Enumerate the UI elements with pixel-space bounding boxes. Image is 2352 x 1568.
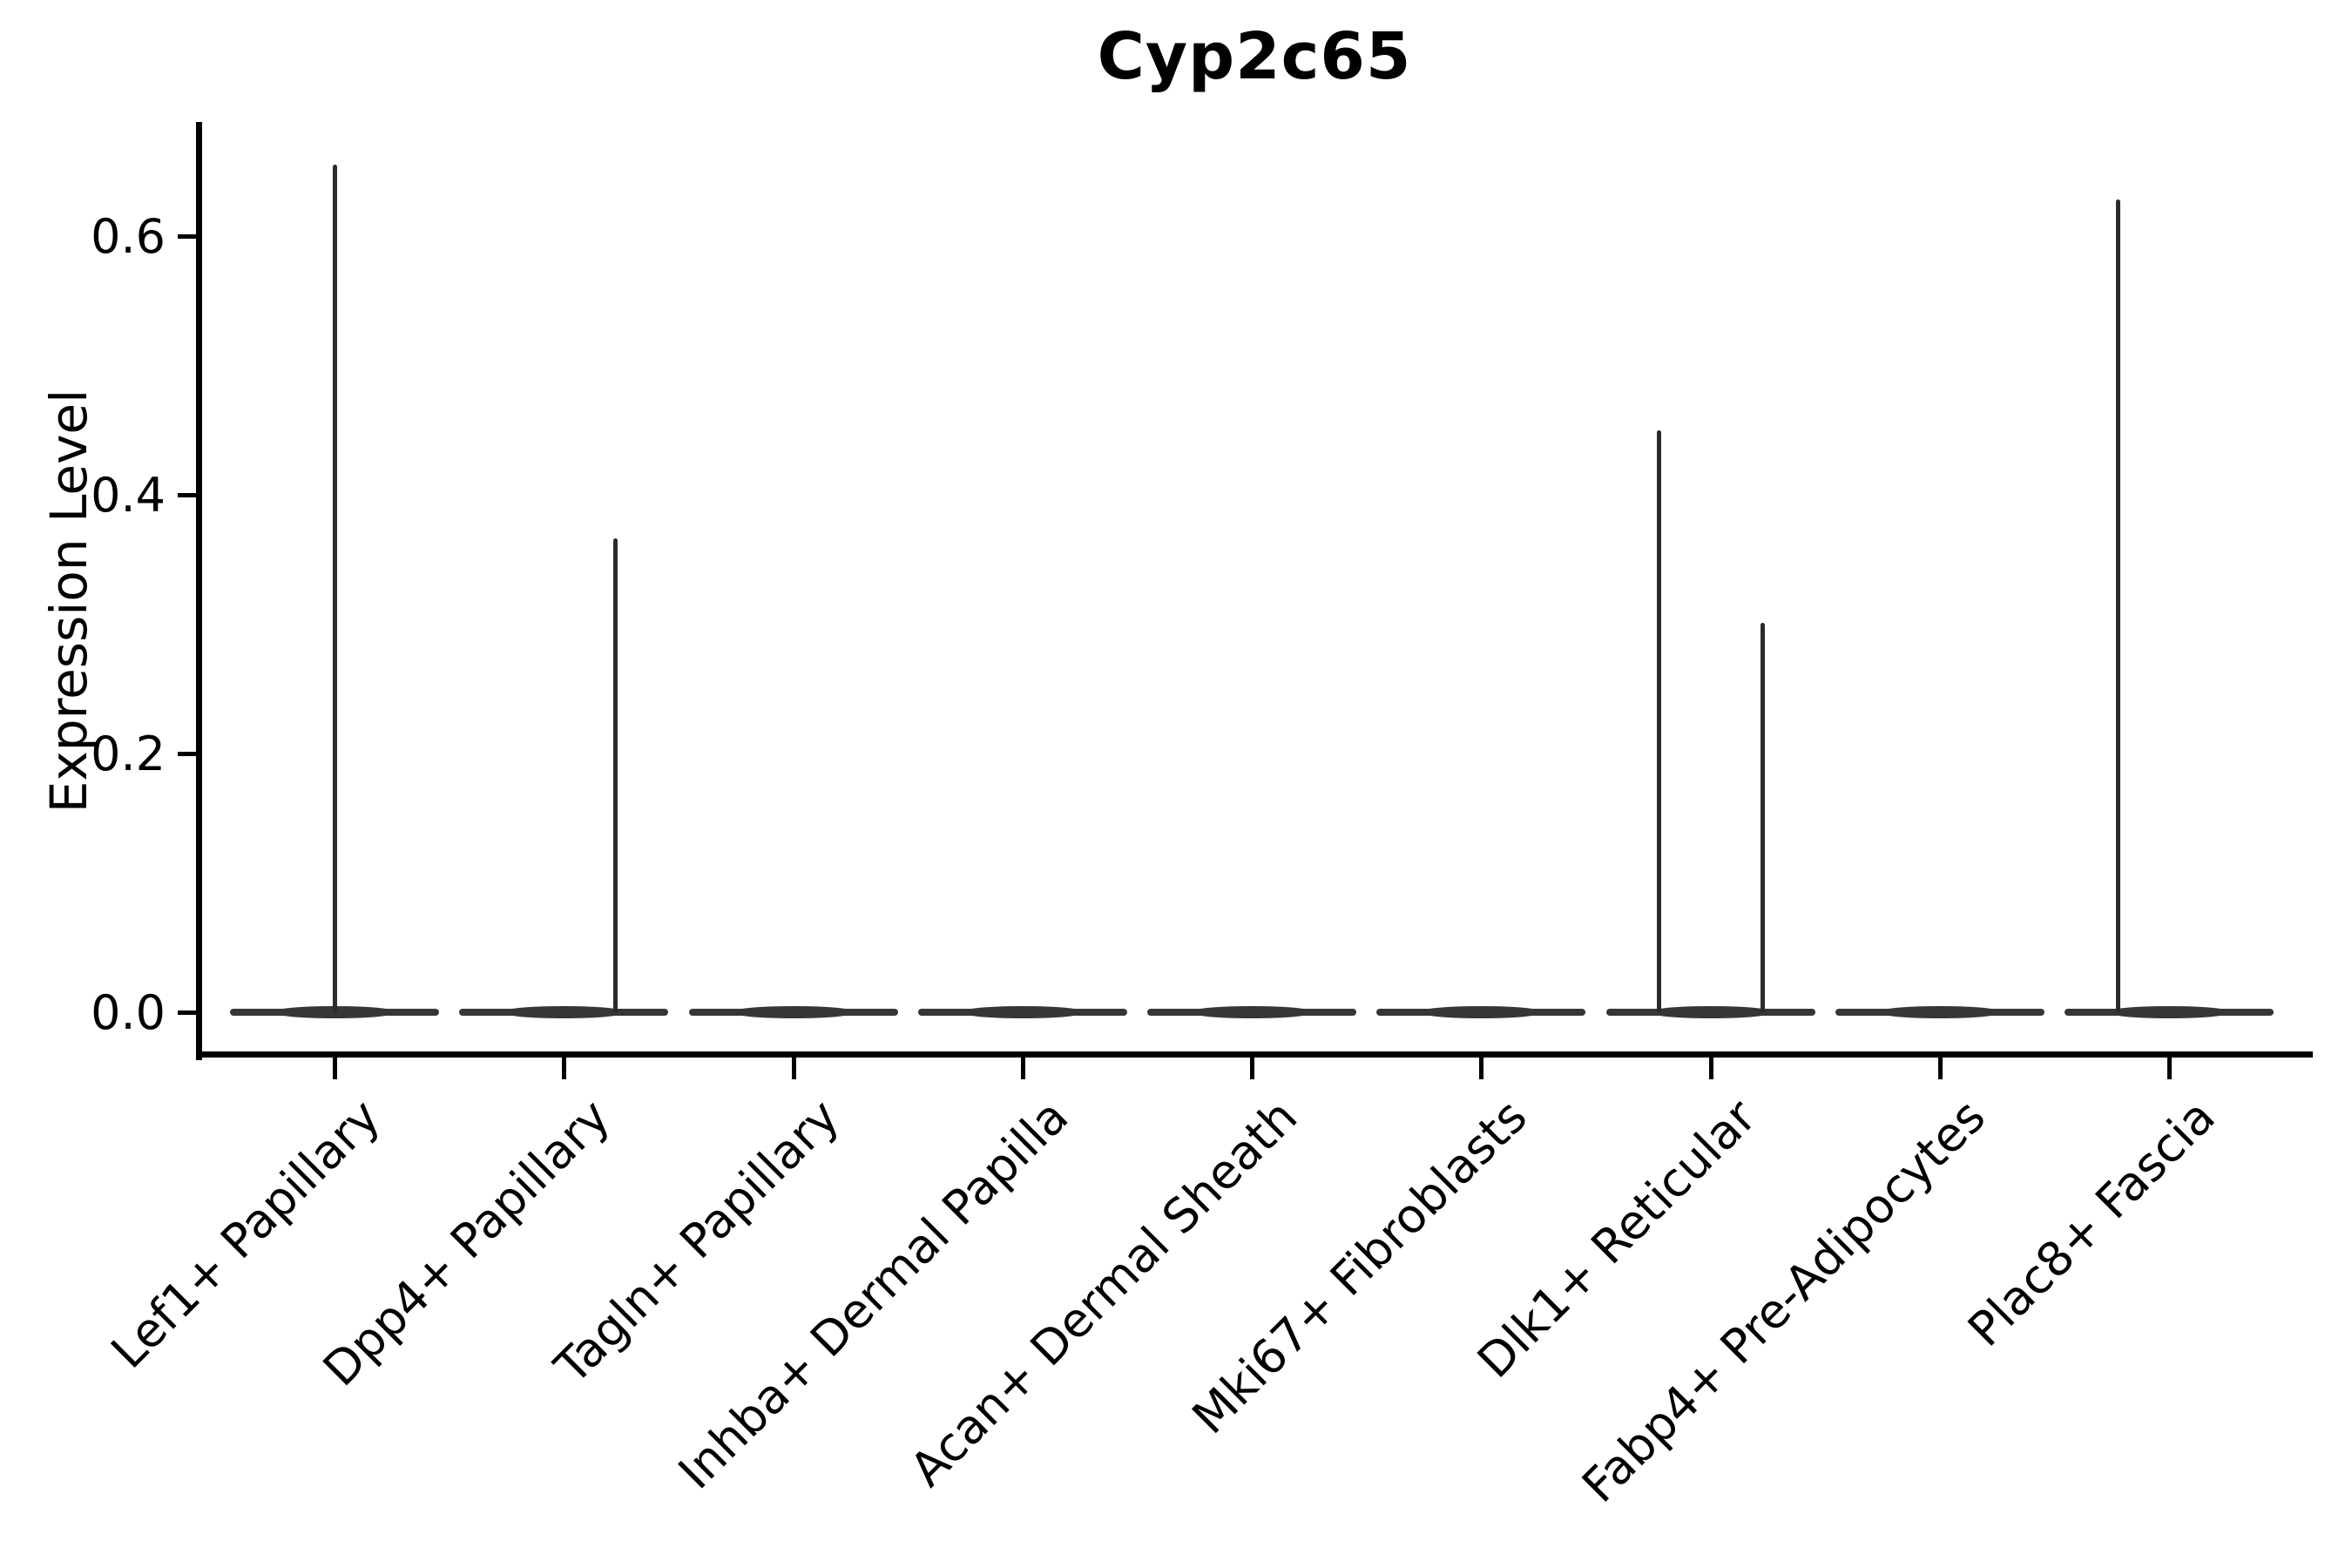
y-tick-label: 0.2 bbox=[91, 726, 166, 781]
violin-spike bbox=[332, 165, 337, 1012]
x-tick-mark bbox=[1708, 1058, 1713, 1079]
y-tick-mark bbox=[178, 493, 196, 497]
y-tick-label: 0.0 bbox=[91, 984, 166, 1040]
x-tick-mark bbox=[333, 1058, 337, 1079]
y-tick-mark bbox=[178, 234, 196, 239]
violin-body-bulge bbox=[2106, 1006, 2232, 1018]
violin-spike bbox=[1657, 429, 1662, 1012]
violin-spike bbox=[1761, 623, 1766, 1012]
y-tick-label: 0.4 bbox=[91, 467, 166, 523]
x-axis-spine bbox=[196, 1051, 2313, 1058]
violin-body-bulge bbox=[1876, 1006, 2003, 1018]
x-category-label: Inhba+ Dermal Papilla bbox=[667, 1089, 1079, 1500]
y-tick-label: 0.6 bbox=[91, 208, 166, 264]
violin-spike bbox=[2115, 199, 2120, 1012]
y-tick-mark bbox=[178, 1010, 196, 1015]
violin-body-bulge bbox=[730, 1006, 856, 1018]
y-axis-spine bbox=[196, 122, 202, 1060]
violin-body-bulge bbox=[959, 1006, 1085, 1018]
x-tick-mark bbox=[1937, 1058, 1943, 1079]
x-tick-mark bbox=[562, 1058, 567, 1079]
x-tick-mark bbox=[2167, 1058, 2172, 1079]
x-category-label: Fabp4+ Pre-Adipocytes bbox=[1571, 1089, 1997, 1513]
violin-body-bulge bbox=[501, 1006, 627, 1018]
plot-title: Cyp2c65 bbox=[1097, 19, 1412, 94]
violin-body-bulge bbox=[272, 1006, 397, 1018]
x-tick-mark bbox=[1479, 1058, 1484, 1079]
violin-body-bulge bbox=[1647, 1006, 1774, 1018]
violin-body-bulge bbox=[1189, 1006, 1315, 1018]
violin-body-bulge bbox=[1418, 1006, 1544, 1018]
x-tick-mark bbox=[791, 1058, 796, 1079]
x-category-label: Plac8+ Fascia bbox=[1957, 1089, 2226, 1357]
x-tick-mark bbox=[1250, 1058, 1254, 1079]
y-tick-mark bbox=[178, 752, 196, 756]
x-category-label: Acan+ Dermal Sheath bbox=[900, 1089, 1308, 1497]
violin-spike bbox=[612, 538, 618, 1012]
x-tick-mark bbox=[1020, 1058, 1025, 1079]
